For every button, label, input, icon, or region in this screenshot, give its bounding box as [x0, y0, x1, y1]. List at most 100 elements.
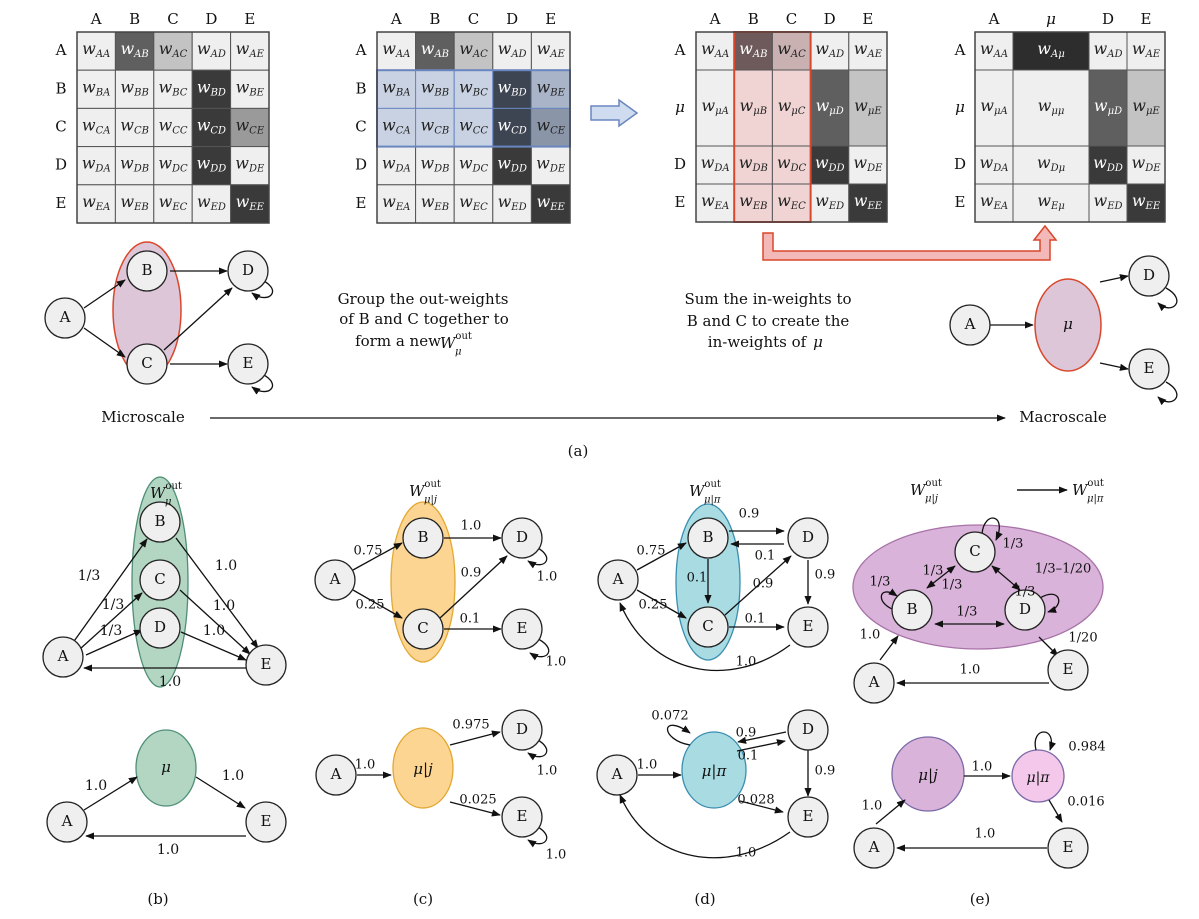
column-label: D — [205, 10, 217, 28]
caption-group-line-3: form a new — [355, 332, 441, 350]
node-d — [227, 250, 269, 292]
weight-cell-label: wAB — [421, 39, 449, 60]
node-d — [1128, 255, 1170, 297]
column-label: E — [545, 10, 556, 28]
matrix-cell — [530, 107, 571, 148]
weight-cell-label: wμD — [1094, 96, 1122, 117]
edge-label: 1.0 — [960, 663, 981, 678]
matrix-cell — [530, 69, 571, 109]
weight-cell-label: wDB — [420, 153, 449, 174]
node-e-label: E — [803, 807, 814, 825]
node-a — [46, 801, 88, 843]
row-label: B — [355, 79, 366, 97]
weight-cell-label: wAD — [498, 39, 527, 60]
weight-cell-label: wED — [498, 191, 527, 212]
row-label: A — [55, 41, 67, 59]
node-e-label: E — [517, 807, 528, 825]
caption-sum-line-1: Sum the in-weights to — [684, 290, 851, 308]
node-e — [787, 796, 829, 838]
node-a-label: A — [964, 315, 976, 333]
matrix-cell — [974, 145, 1014, 185]
row-label: C — [55, 118, 66, 136]
column-label: μ — [1046, 10, 1056, 28]
weight-cell-label: wEE — [236, 191, 265, 212]
node-c-label: C — [154, 570, 165, 588]
matrix-cell — [76, 184, 116, 224]
column-label: D — [1102, 10, 1114, 28]
matrix-cell — [695, 69, 735, 147]
node-a — [44, 297, 86, 339]
matrix-cell — [1126, 145, 1166, 185]
svg-text:μ|π: μ|π — [704, 495, 721, 506]
edge-label: 1/3 — [870, 575, 891, 590]
edge-label: 1.0 — [537, 764, 558, 779]
column-label: B — [429, 10, 440, 28]
edge-label: 1.0 — [862, 799, 883, 814]
matrix-cell — [415, 31, 455, 71]
matrix-cell — [1088, 69, 1128, 147]
macroscale-label: Macroscale — [1019, 408, 1107, 426]
node-b-label: B — [906, 600, 917, 618]
matrix-summed: wAA wAB wAC wAD wAE wμA wμB wμC wμD wμE wDA wDB wDC w… — [674, 10, 888, 223]
weight-cell-label: wμA — [980, 96, 1007, 117]
svg-text:Wout: Wout — [409, 479, 441, 501]
weight-cell-label: wDE — [853, 153, 883, 174]
weight-cell-label: wEE — [537, 191, 566, 212]
weight-cell-label: wCE — [536, 115, 565, 136]
matrix-border — [376, 31, 571, 224]
weight-cell-label: wAD — [1094, 39, 1123, 60]
matrix-cell — [191, 184, 232, 224]
edge-label: 1.0 — [637, 758, 658, 773]
matrix-cell — [1088, 183, 1128, 223]
edge-label: 1.0 — [355, 758, 376, 773]
row-label: B — [55, 79, 66, 97]
panel-label-c: (c) — [413, 890, 433, 908]
matrix-cell — [810, 145, 850, 185]
edge-label: 1/3 — [100, 623, 123, 639]
node-mu-pi-label: μ|π — [702, 762, 728, 780]
node-a — [315, 754, 357, 796]
matrix-cell — [230, 107, 270, 148]
weight-cell-label: wAE — [1132, 39, 1161, 60]
node-a-label: A — [57, 647, 69, 665]
node-e-label: E — [517, 619, 528, 637]
weight-cell-label: wCC — [459, 115, 488, 136]
svg-text:μ: μ — [455, 347, 462, 358]
edge-label: 0.75 — [354, 544, 383, 559]
matrix-cell — [230, 184, 270, 224]
edge-label: 1.0 — [215, 558, 237, 574]
column-label: E — [862, 10, 873, 28]
svg-text:Wout: Wout — [440, 331, 472, 353]
row-label: C — [355, 118, 366, 136]
weight-cell-label: wAD — [197, 39, 226, 60]
node-c-label: C — [969, 542, 980, 560]
node-a — [853, 662, 895, 704]
svg-text:Wout: Wout — [150, 481, 182, 503]
weight-cell-label: wDD — [815, 153, 845, 174]
edge-label: 0.1 — [738, 749, 759, 764]
edge-label: 0.025 — [459, 793, 496, 808]
row-label: D — [954, 155, 966, 173]
node-e — [245, 801, 287, 843]
node-d-label: D — [1019, 600, 1031, 618]
matrix-border — [76, 31, 270, 224]
node-a — [949, 304, 991, 346]
weight-cell-label: wEB — [739, 191, 767, 212]
node-b — [891, 589, 933, 631]
edge-label: 1/3 — [1003, 537, 1024, 552]
node-b-label: B — [417, 528, 428, 546]
row-label: μ — [675, 98, 685, 116]
matrix-cell — [114, 146, 155, 186]
row-label: E — [356, 194, 367, 212]
matrix-cell — [1126, 69, 1166, 147]
microscale-label: Microscale — [101, 408, 185, 426]
weight-cell-label: wBE — [537, 77, 566, 98]
matrix-cell — [974, 183, 1014, 223]
node-e-label: E — [1063, 838, 1074, 856]
node-a-label: A — [868, 673, 880, 691]
weight-cell-label: wμA — [701, 96, 728, 117]
matrix-cell — [530, 146, 571, 186]
matrix-cell — [153, 107, 193, 148]
